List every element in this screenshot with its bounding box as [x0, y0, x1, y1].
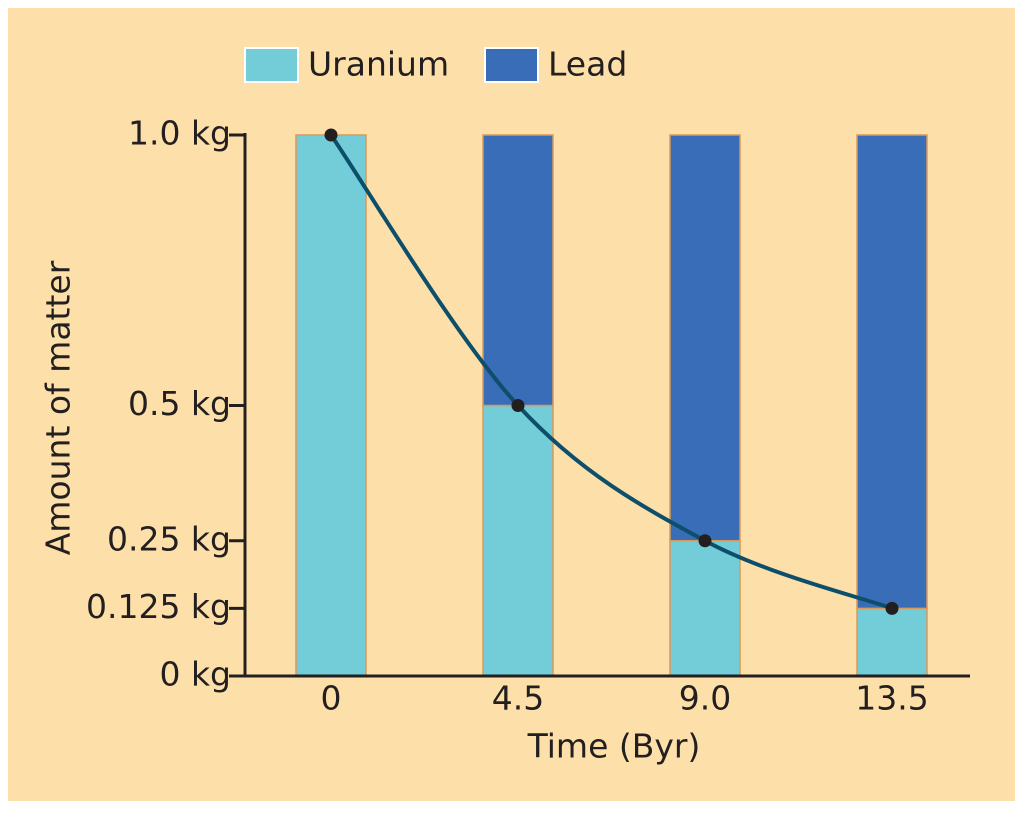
legend-swatch	[484, 47, 539, 83]
data-point	[885, 601, 899, 615]
x-tick-label: 9.0	[679, 679, 731, 718]
bar-segment	[482, 134, 554, 407]
x-tick-label: 0	[321, 679, 342, 718]
data-point	[324, 128, 338, 142]
y-tick-label: 0 kg	[159, 655, 231, 694]
legend-label: Lead	[548, 45, 627, 84]
bar-segment	[295, 134, 367, 677]
y-axis-title: Amount of matter	[39, 260, 78, 555]
bar-segment	[669, 134, 741, 542]
bar-segment	[482, 404, 554, 677]
y-tick-label: 1.0 kg	[128, 114, 231, 153]
y-tick-label: 0.125 kg	[86, 587, 231, 626]
y-tick-label: 0.25 kg	[107, 519, 231, 558]
bar-segment	[856, 607, 928, 677]
legend-swatch	[244, 47, 299, 83]
y-tick-label: 0.5 kg	[128, 384, 231, 423]
bar-segment	[856, 134, 928, 610]
x-axis-title: Time (Byr)	[527, 727, 701, 766]
x-tick-label: 4.5	[492, 679, 544, 718]
data-point	[511, 399, 525, 412]
x-tick-label: 13.5	[855, 679, 928, 718]
decay-curve	[329, 133, 893, 611]
bar-segment	[669, 540, 741, 677]
data-point	[698, 534, 712, 548]
legend-label: Uranium	[308, 45, 449, 84]
